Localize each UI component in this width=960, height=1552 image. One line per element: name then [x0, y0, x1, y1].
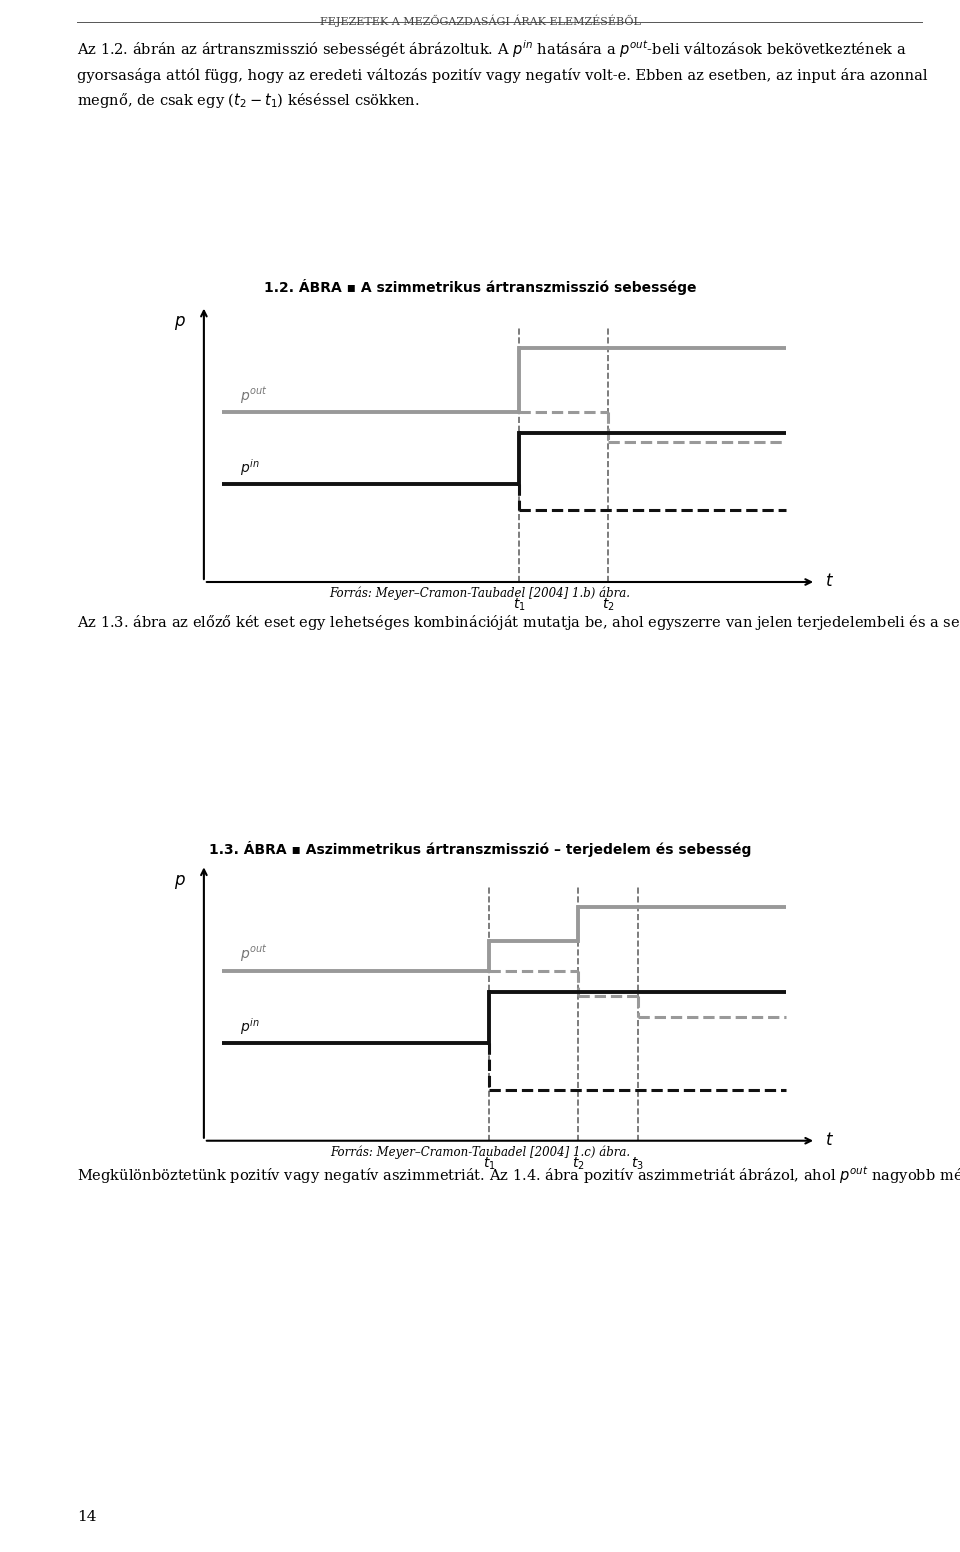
Text: $p$: $p$	[174, 314, 186, 332]
Text: 1.3. ÁBRA ▪ Aszimmetrikus ártranszmisszió – terjedelem és sebesség: 1.3. ÁBRA ▪ Aszimmetrikus ártranszmisszi…	[209, 841, 751, 857]
Text: $t_2$: $t_2$	[572, 1156, 585, 1172]
Text: $p^{in}$: $p^{in}$	[240, 456, 259, 478]
Text: $p^{out}$: $p^{out}$	[240, 944, 267, 964]
Text: $t_1$: $t_1$	[513, 598, 525, 613]
Text: $p$: $p$	[174, 872, 186, 891]
Text: FEJEZETEK A MEZŐGAZDASÁGI ÁRAK ELEMZÉSÉBŐL: FEJEZETEK A MEZŐGAZDASÁGI ÁRAK ELEMZÉSÉB…	[320, 14, 640, 28]
Text: 1.2. ÁBRA ▪ A szimmetrikus ártranszmisszió sebessége: 1.2. ÁBRA ▪ A szimmetrikus ártranszmissz…	[264, 279, 696, 295]
Text: $t$: $t$	[825, 574, 834, 590]
Text: $t$: $t$	[825, 1133, 834, 1148]
Text: Forrás: Meyer–Cramon-Taubadel [2004] 1.c) ábra.: Forrás: Meyer–Cramon-Taubadel [2004] 1.c…	[330, 1145, 630, 1159]
Text: Az 1.3. ábra az előző két eset egy lehetséges kombinációját mutatja be, ahol egy: Az 1.3. ábra az előző két eset egy lehet…	[77, 613, 960, 632]
Text: $p^{out}$: $p^{out}$	[240, 385, 267, 405]
Text: Megkülönböztetünk pozitív vagy negatív aszimmetriát. Az 1.4. ábra pozitív aszimm: Megkülönböztetünk pozitív vagy negatív a…	[77, 1164, 960, 1186]
Text: $p^{in}$: $p^{in}$	[240, 1015, 259, 1037]
Text: $t_1$: $t_1$	[483, 1156, 495, 1172]
Text: Forrás: Meyer–Cramon-Taubadel [2004] 1.b) ábra.: Forrás: Meyer–Cramon-Taubadel [2004] 1.b…	[329, 587, 631, 601]
Text: 14: 14	[77, 1510, 96, 1524]
Text: $t_3$: $t_3$	[632, 1156, 644, 1172]
Text: Az 1.2. ábrán az ártranszmisszió sebességét ábrázoltuk. A $p^{in}$ hatására a $p: Az 1.2. ábrán az ártranszmisszió sebessé…	[77, 39, 927, 110]
Text: $t_2$: $t_2$	[602, 598, 614, 613]
